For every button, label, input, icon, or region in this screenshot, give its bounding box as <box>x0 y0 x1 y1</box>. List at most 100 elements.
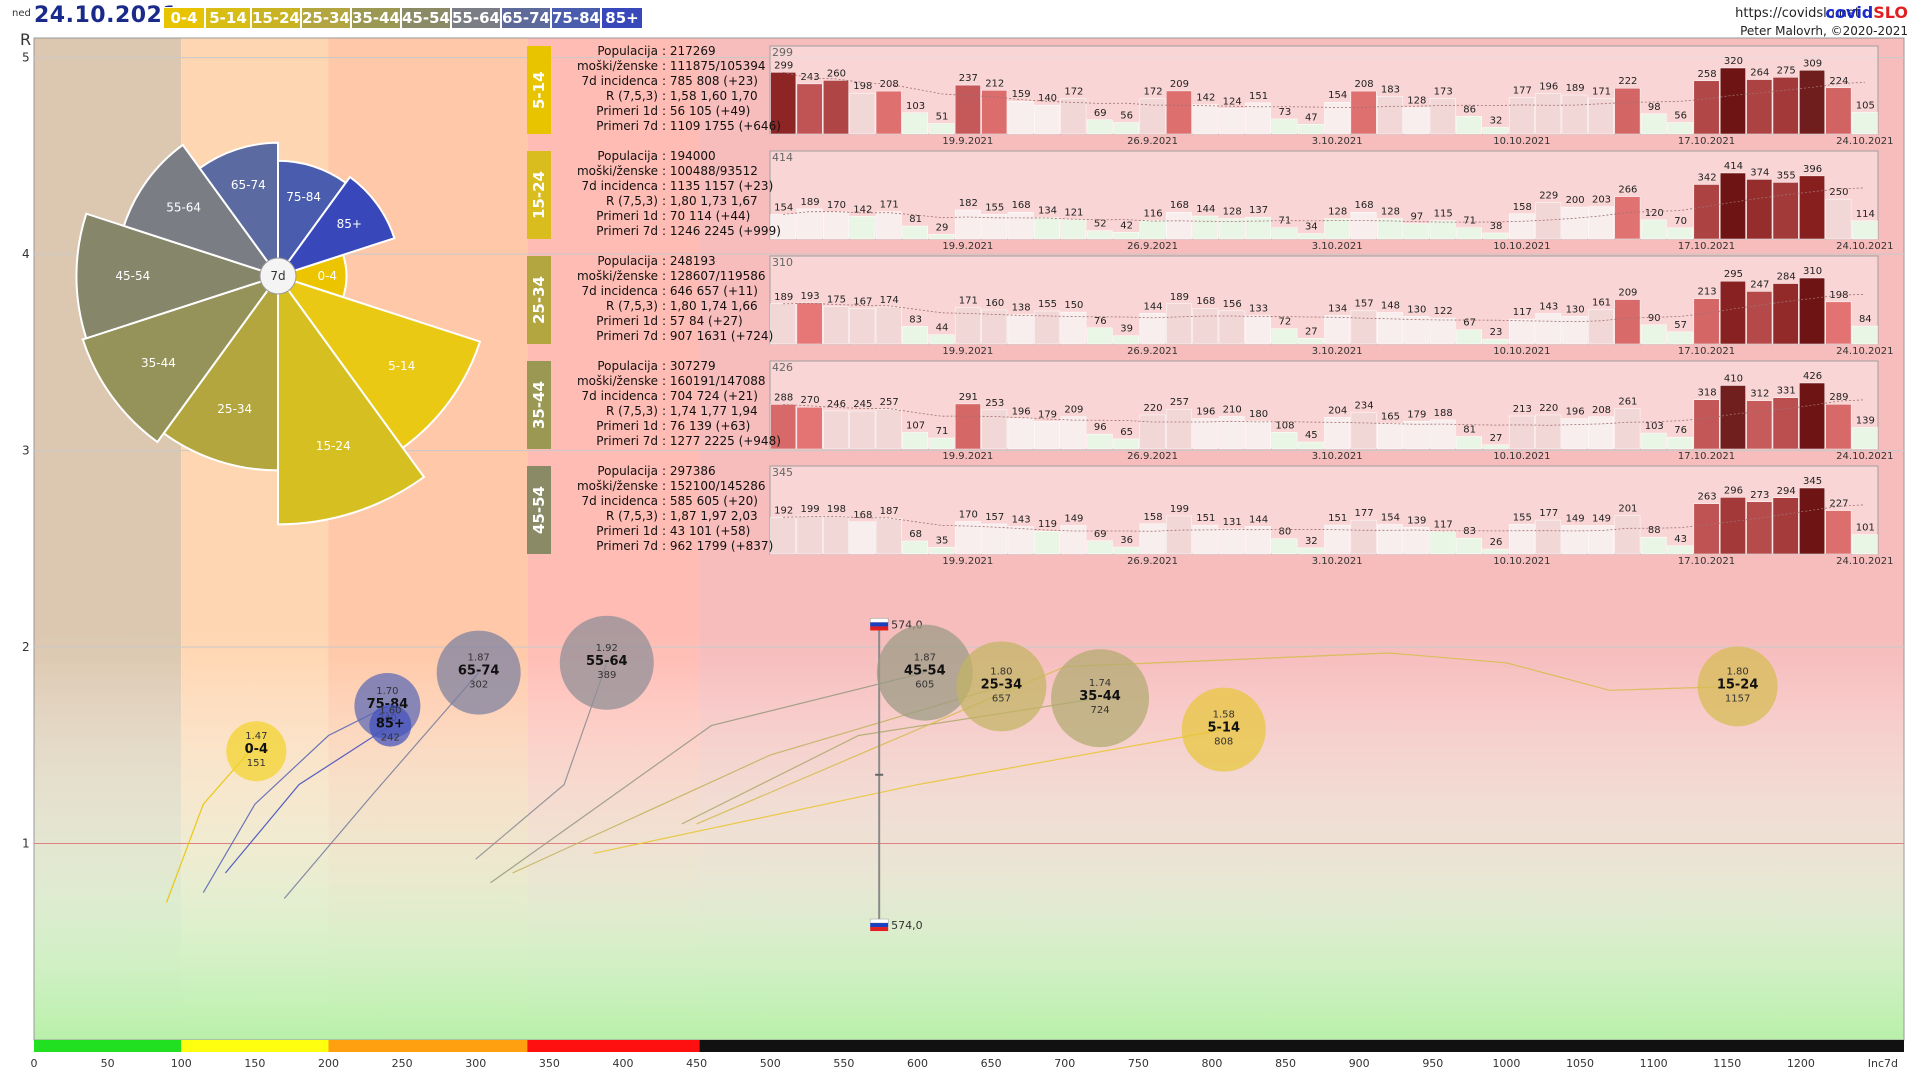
bar-15-24-26 <box>1456 227 1483 240</box>
bar-label-15-24-21: 128 <box>1328 207 1347 218</box>
bar-5-14-34 <box>1667 122 1694 135</box>
bar-5-14-19 <box>1271 118 1298 135</box>
bar-label-45-54-3: 168 <box>853 510 872 521</box>
bar-25-34-23 <box>1377 312 1403 345</box>
stat-row-inc: 7d incidenca: 704 724 (+21) <box>554 389 781 404</box>
bar-5-14-2 <box>823 80 849 135</box>
bar-25-34-25 <box>1429 317 1456 345</box>
panel-group-label: 45-54 <box>527 466 551 554</box>
bar-label-25-34-16: 168 <box>1196 296 1215 307</box>
panel-bg-1 <box>770 151 1878 239</box>
bar-label-5-14-37: 264 <box>1750 68 1769 79</box>
bar-5-14-22 <box>1350 90 1377 135</box>
bar-5-14-12 <box>1086 119 1113 135</box>
bar-label-5-14-1: 243 <box>801 72 820 83</box>
bar-25-34-22 <box>1350 310 1377 345</box>
bar-label-5-14-21: 154 <box>1328 90 1347 101</box>
bar-35-44-14 <box>1139 414 1166 450</box>
x-tick-550: 550 <box>833 1057 854 1070</box>
rose-label-55-64: 55-64 <box>166 200 201 214</box>
panel-trend-3 <box>783 399 1865 426</box>
bar-label-15-24-37: 374 <box>1750 167 1769 178</box>
bubble-label-65-74: 65-74 <box>458 664 500 679</box>
bar-label-15-24-22: 168 <box>1355 200 1374 211</box>
trail-3 <box>283 672 480 899</box>
bar-15-24-18 <box>1245 216 1271 240</box>
bar-label-35-44-7: 291 <box>959 392 978 403</box>
y-tick-2: 2 <box>22 640 30 654</box>
panel-date-1-3: 10.10.2021 <box>1493 241 1550 252</box>
bar-label-5-14-27: 32 <box>1490 115 1503 126</box>
panel-group-label: 25-34 <box>527 256 551 344</box>
panel-date-4-4: 17.10.2021 <box>1678 556 1735 567</box>
panel-date-3-0: 19.9.2021 <box>942 451 993 462</box>
x-tick-800: 800 <box>1201 1057 1222 1070</box>
bar-45-54-38 <box>1772 497 1799 555</box>
x-tick-850: 850 <box>1275 1057 1296 1070</box>
bar-label-15-24-15: 168 <box>1170 200 1189 211</box>
bar-label-25-34-6: 44 <box>936 323 949 334</box>
x-tick-700: 700 <box>1054 1057 1075 1070</box>
y-axis-label: R <box>20 30 32 49</box>
bar-label-25-34-5: 83 <box>909 314 922 325</box>
stat-key: moški/ženske <box>576 269 658 283</box>
bar-45-54-36 <box>1719 497 1746 555</box>
bar-label-45-54-34: 43 <box>1674 534 1687 545</box>
bar-25-34-8 <box>981 309 1008 345</box>
bar-label-45-54-19: 80 <box>1279 527 1292 538</box>
bar-label-45-54-38: 294 <box>1777 486 1796 497</box>
bubble-r-0-4: 1.47 <box>245 731 267 742</box>
stat-key: Primeri 1d <box>596 524 658 538</box>
bar-15-24-27 <box>1482 232 1509 240</box>
bar-label-15-24-19: 71 <box>1279 216 1292 227</box>
bar-35-44-34 <box>1667 436 1694 450</box>
bar-label-25-34-30: 130 <box>1566 304 1585 315</box>
bar-35-44-26 <box>1456 436 1483 450</box>
panel-bg-2 <box>770 256 1878 344</box>
x-tick-950: 950 <box>1422 1057 1443 1070</box>
bar-15-24-9 <box>1007 211 1034 240</box>
stat-value: : 646 657 (+11) <box>662 284 758 298</box>
bar-5-14-40 <box>1825 87 1852 135</box>
bubble-label-5-14: 5-14 <box>1207 721 1240 736</box>
bar-label-5-14-29: 196 <box>1539 82 1558 93</box>
bar-35-44-19 <box>1271 432 1298 450</box>
panel-date-2-1: 26.9.2021 <box>1127 346 1178 357</box>
bar-25-34-38 <box>1772 283 1799 345</box>
bar-label-5-14-22: 208 <box>1355 79 1374 90</box>
stat-value: : 43 101 (+58) <box>662 524 751 538</box>
bar-45-54-29 <box>1535 519 1562 555</box>
bar-45-54-23 <box>1377 524 1403 555</box>
bar-45-54-26 <box>1456 537 1483 555</box>
rose-wedge-35-44 <box>81 274 281 444</box>
site-link[interactable]: https://covidslo.net <box>1735 6 1860 21</box>
bubble-r-45-54: 1.87 <box>914 653 936 664</box>
rose-wedge-45-54 <box>75 212 282 340</box>
bar-label-35-44-38: 331 <box>1777 386 1796 397</box>
bar-25-34-2 <box>823 306 849 345</box>
rose-wedge-55-64 <box>122 143 281 278</box>
bar-label-45-54-31: 149 <box>1592 513 1611 524</box>
bar-5-14-35 <box>1693 80 1720 135</box>
stat-key: R (7,5,3) <box>605 194 658 208</box>
bar-label-25-34-36: 295 <box>1724 269 1743 280</box>
bar-label-25-34-11: 150 <box>1064 300 1083 311</box>
bubble-label-45-54: 45-54 <box>904 664 946 679</box>
stat-value: : 1277 2225 (+948) <box>662 434 781 448</box>
stat-row-r: R (7,5,3): 1,58 1,60 1,70 <box>554 89 781 104</box>
bar-label-35-44-3: 245 <box>853 399 872 410</box>
bar-label-35-44-18: 180 <box>1249 409 1268 420</box>
x-tick-50: 50 <box>101 1057 115 1070</box>
bar-5-14-4 <box>875 90 902 135</box>
bar-15-24-12 <box>1086 230 1113 240</box>
bar-25-34-37 <box>1746 291 1773 345</box>
weekday-label: ned <box>12 8 31 19</box>
bar-25-34-9 <box>1007 314 1034 345</box>
stat-row-p7: Primeri 7d: 907 1631 (+724) <box>554 329 773 344</box>
bar-label-5-14-39: 309 <box>1803 58 1822 69</box>
flag-bottom-blue <box>870 923 889 928</box>
stat-value: : 248193 <box>662 254 716 268</box>
stat-key: moški/ženske <box>576 479 658 493</box>
stat-key: Primeri 1d <box>596 209 658 223</box>
bar-label-15-24-18: 137 <box>1249 205 1268 216</box>
